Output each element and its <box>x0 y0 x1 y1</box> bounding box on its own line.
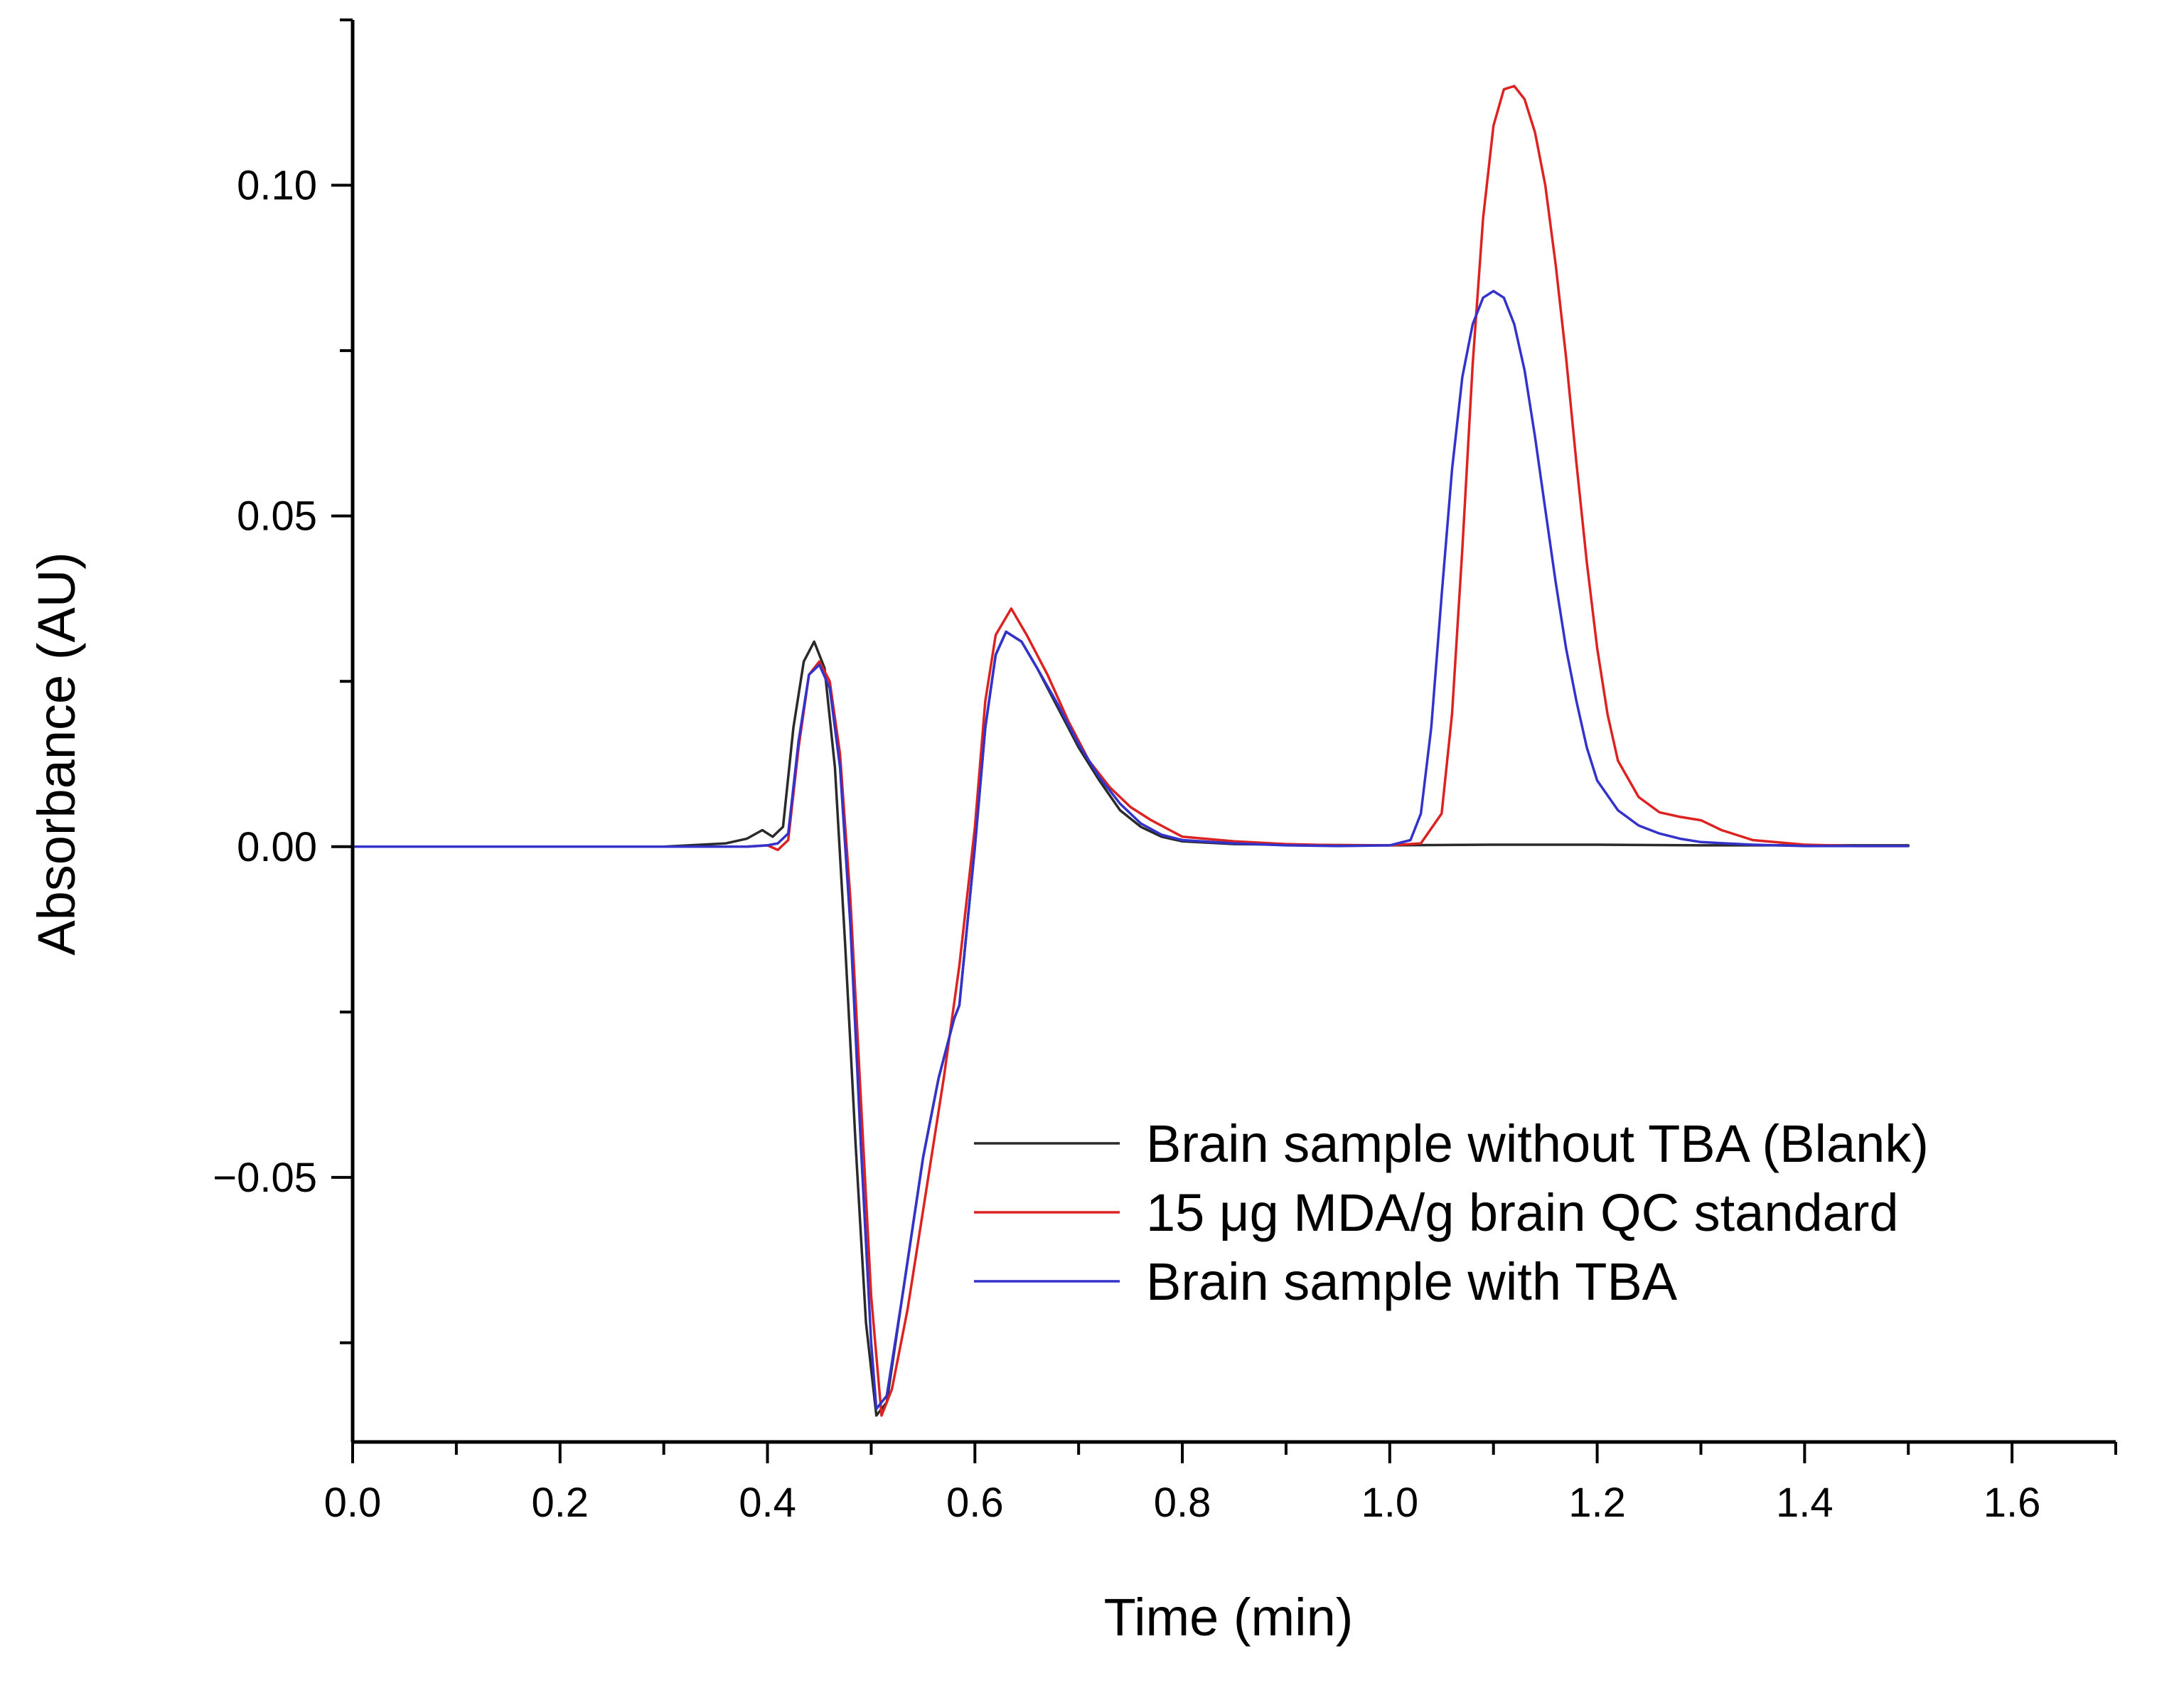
axes-group <box>350 20 2116 1444</box>
x-tick-label: 0.0 <box>324 1480 382 1526</box>
x-tick-label: 1.2 <box>1568 1480 1626 1526</box>
series-line-2 <box>351 85 1910 1417</box>
y-axis-title: Absorbance (AU) <box>27 552 86 956</box>
x-tick-label: 0.8 <box>1154 1480 1211 1526</box>
legend-label-3: Brain sample with TBA <box>1146 1252 1678 1311</box>
y-tick-label: −0.05 <box>213 1155 317 1201</box>
x-tick-label: 0.4 <box>739 1480 796 1526</box>
y-tick-label: 0.10 <box>237 163 317 209</box>
y-ticks-group: 0.10 0.05 0.00 −0.05 <box>213 18 353 1345</box>
legend-label-1: Brain sample without TBA (Blank) <box>1146 1114 1929 1173</box>
legend: Brain sample without TBA (Blank) 15 μg MD… <box>974 1114 1929 1311</box>
x-tick-label: 1.0 <box>1361 1480 1419 1526</box>
legend-label-2: 15 μg MDA/g brain QC standard <box>1146 1183 1899 1242</box>
y-tick-label: 0.05 <box>237 493 317 540</box>
x-tick-label: 1.6 <box>1984 1480 2041 1526</box>
series-line-3 <box>351 289 1910 1411</box>
x-tick-label: 1.4 <box>1776 1480 1834 1526</box>
x-ticks-group: 0.0 0.2 0.4 0.6 0.8 1.0 1.2 1.4 1.6 <box>324 1442 2117 1526</box>
plot-series-group <box>351 85 1910 1417</box>
x-tick-label: 0.6 <box>946 1480 1004 1526</box>
y-tick-label: 0.00 <box>237 824 317 870</box>
x-tick-label: 0.2 <box>531 1480 589 1526</box>
x-axis-title: Time (min) <box>1104 1588 1354 1647</box>
